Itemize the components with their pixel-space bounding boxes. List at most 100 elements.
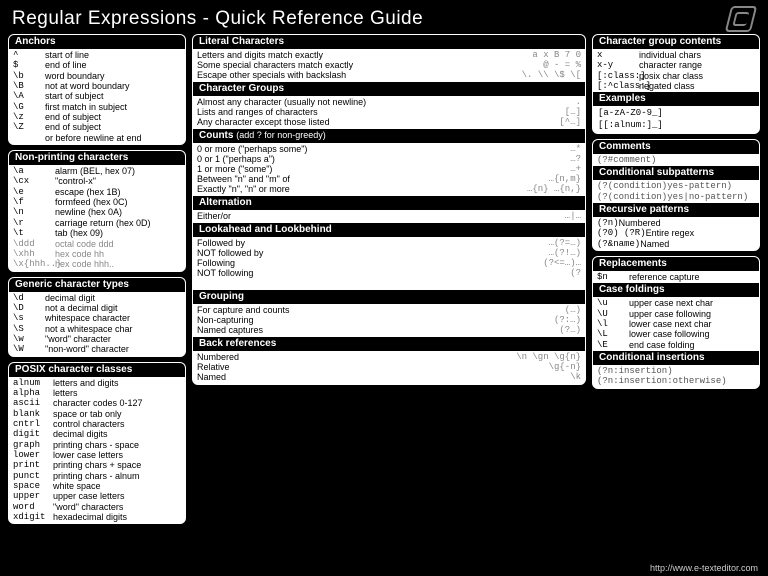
ref-desc: upper case letters [53,491,181,501]
ref-desc: end case folding [629,340,755,350]
ref-row: (?(condition)yes|no-pattern) [597,192,755,202]
ref-syntax: …|… [565,211,581,221]
body-look: Followed by …(?=…) NOT followed by …(?!…… [193,237,585,290]
ref-key: (?#comment) [597,155,656,165]
ref-syntax: . [576,97,581,107]
ref-desc: Named [197,372,570,382]
ref-key: punct [13,471,53,481]
ref-key: \G [13,102,45,112]
card-comments: Comments (?#comment) Conditional subpatt… [592,139,760,251]
ref-desc: NOT following [197,268,570,288]
ref-key: \z [13,112,45,122]
ref-row: \A start of subject [13,91,181,101]
ref-desc: formfeed (hex 0C) [55,197,181,207]
ref-row: Non-capturing (?:…) [197,315,581,325]
ref-desc: character range [639,60,755,70]
ref-key: \a [13,166,55,176]
ref-row: (?n:insertion:otherwise) [597,376,755,386]
ref-desc: "word" character [45,334,181,344]
ref-row: Exactly "n", "n" or more …{n} …{n,} [197,184,581,194]
ref-desc: whitespace character [45,313,181,323]
ref-desc: escape (hex 1B) [55,187,181,197]
ref-key: word [13,502,53,512]
ref-desc: start of line [45,50,181,60]
ref-syntax: (? [570,268,581,288]
ref-desc: posix char class [639,71,755,81]
head-counts: Counts (add ? for non-greedy) [193,129,585,143]
ref-key: \x{hhh..} [13,259,55,269]
ref-row: \d decimal digit [13,293,181,303]
ref-row: \e escape (hex 1B) [13,187,181,197]
ref-row: Followed by …(?=…) [197,238,581,248]
card-mid-main: Literal Characters Letters and digits ma… [192,34,586,385]
ref-row: \B not at word boundary [13,81,181,91]
page-title: Regular Expressions - Quick Reference Gu… [0,0,768,34]
ref-key: alpha [13,388,53,398]
ref-key: $ [13,60,45,70]
ref-key: lower [13,450,53,460]
ref-row: upper upper case letters [13,491,181,501]
ref-row: Some special characters match exactly @ … [197,60,581,70]
ref-row: \W "non-word" character [13,344,181,354]
ref-syntax: a x B 7 0 [532,50,581,60]
ref-desc: lower case letters [53,450,181,460]
ref-desc: NOT followed by [197,248,549,258]
ref-desc: not a whitespace char [45,324,181,334]
ref-desc: or before newline at end [45,133,181,143]
ref-row: \ddd octal code ddd [13,239,181,249]
ref-desc: octal code ddd [55,239,181,249]
ref-row: x-y character range [597,60,755,70]
ref-desc: Letters and digits match exactly [197,50,532,60]
ref-syntax: …(?=…) [549,238,581,248]
ref-row: \cx "control-x" [13,176,181,186]
ref-row: \a alarm (BEL, hex 07) [13,166,181,176]
ref-row: [:class:] posix char class [597,71,755,81]
ref-desc: carriage return (hex 0D) [55,218,181,228]
ref-desc: lower case next char [629,319,755,329]
body-backref: Numbered \n \gn \g{n} Relative \g{-n} Na… [193,351,585,384]
ref-key: (?&name) [597,239,640,249]
ref-key: \b [13,71,45,81]
ref-row: \Z end of subject [13,122,181,132]
ref-row: (?(condition)yes-pattern) [597,181,755,191]
head-alt: Alternation [193,196,585,210]
ref-desc: Relative [197,362,549,372]
head-case: Case foldings [593,283,759,297]
head-condins: Conditional insertions [593,351,759,365]
col-mid: Literal Characters Letters and digits ma… [192,34,586,524]
ref-row: Almost any character (usually not newlin… [197,97,581,107]
ref-desc: For capture and counts [197,305,565,315]
ref-row: \t tab (hex 09) [13,228,181,238]
ref-row: xdigit hexadecimal digits [13,512,181,522]
ref-row: \u upper case next char [597,298,755,308]
ref-desc: hexadecimal digits [53,512,181,522]
ref-key: [:class:] [597,71,639,81]
ref-key: space [13,481,53,491]
ref-desc: newline (hex 0A) [55,207,181,217]
ref-row: alpha letters [13,388,181,398]
ref-desc: end of subject [45,122,181,132]
ref-row: For capture and counts (…) [197,305,581,315]
ref-desc: printing chars - alnum [53,471,181,481]
ref-desc [673,366,755,376]
ref-key: \s [13,313,45,323]
ref-desc: "non-word" character [45,344,181,354]
ref-row: digit decimal digits [13,429,181,439]
ref-desc: negated class [639,81,755,91]
ref-desc: Almost any character (usually not newlin… [197,97,576,107]
ref-row: blank space or tab only [13,409,181,419]
ref-desc: first match in subject [45,102,181,112]
ref-desc: Either/or [197,211,565,221]
ref-desc: Some special characters match exactly [197,60,543,70]
ref-desc: Following [197,258,543,268]
ref-row: alnum letters and digits [13,378,181,388]
ref-desc: letters and digits [53,378,181,388]
ref-row: or before newline at end [13,133,181,143]
ref-row: \w "word" character [13,334,181,344]
ref-syntax: @ - = % [543,60,581,70]
ref-row: \s whitespace character [13,313,181,323]
ref-key: (?(condition)yes-pattern) [597,181,732,191]
ref-syntax: (?<=…)… [543,258,581,268]
head-look: Lookahead and Lookbehind [193,223,585,237]
head-posix: POSIX character classes [9,363,185,377]
